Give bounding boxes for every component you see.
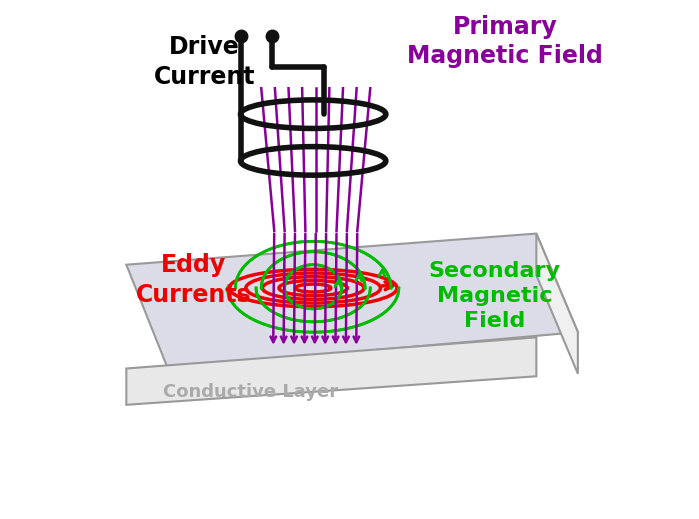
Polygon shape <box>127 337 536 405</box>
Text: Secondary
Magnetic
Field: Secondary Magnetic Field <box>428 261 561 331</box>
Text: Conductive Layer: Conductive Layer <box>163 383 338 401</box>
Text: Eddy
Currents: Eddy Currents <box>136 253 252 307</box>
Polygon shape <box>127 234 578 368</box>
Text: Drive
Current: Drive Current <box>153 35 255 89</box>
Polygon shape <box>536 234 578 374</box>
Text: Primary
Magnetic Field: Primary Magnetic Field <box>408 15 603 69</box>
